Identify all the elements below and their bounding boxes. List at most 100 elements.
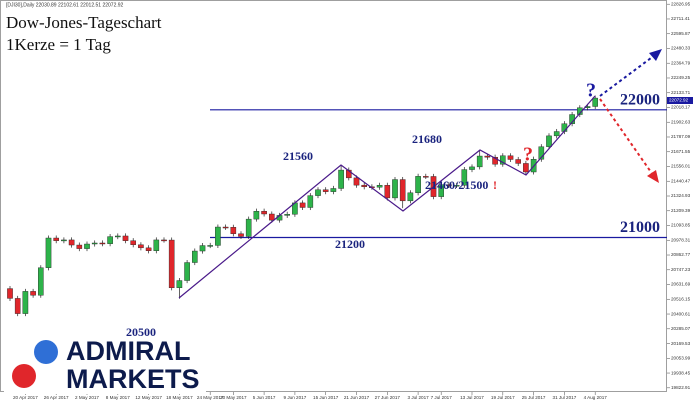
header: [DJI30],Daily 22030.89 22102.61 22012.51…: [6, 2, 124, 8]
candle-body: [546, 135, 552, 147]
candle-body: [330, 188, 337, 192]
candle-body: [22, 291, 29, 314]
y-tick-label: 22480.33: [671, 46, 691, 51]
annotation: 21460/21500: [425, 178, 488, 192]
x-tick-label: 27 Jun 2017: [375, 395, 401, 400]
x-tick-label: 2 May 2017: [75, 395, 99, 400]
y-tick-label: 21671.55: [671, 149, 691, 154]
candle-body: [307, 195, 314, 208]
candle-body: [61, 239, 67, 242]
candle-body: [222, 226, 229, 229]
candle-body: [523, 163, 529, 173]
candle-body: [68, 239, 75, 246]
chart-title: Dow-Jones-Tageschart: [6, 13, 162, 32]
logo-text: MARKETS: [66, 364, 200, 394]
y-tick-label: 20747.23: [671, 267, 691, 272]
y-tick-label: 20169.53: [671, 341, 691, 346]
x-tick-label: 26 Apr 2017: [44, 395, 69, 400]
y-tick-label: 22826.95: [671, 1, 691, 6]
candle-body: [484, 155, 491, 158]
y-tick-label: 22595.87: [671, 31, 691, 36]
candle-body: [184, 262, 190, 281]
annotation: ?: [523, 144, 533, 166]
logo-text: ADMIRAL: [66, 336, 190, 366]
candle-body: [199, 245, 206, 252]
candle-body: [207, 245, 214, 247]
candle-body: [168, 239, 175, 289]
x-tick-label: 25 Jul 2017: [522, 395, 546, 400]
arrowhead: [649, 49, 662, 61]
candle-body: [76, 244, 83, 249]
candle-body: [7, 288, 13, 299]
candle-body: [461, 169, 468, 186]
x-tick-label: 4 Aug 2017: [584, 395, 608, 400]
logo-circle: [34, 340, 58, 364]
level-label: 21000: [620, 219, 660, 236]
x-tick-label: 8 May 2017: [106, 395, 130, 400]
y-tick-label: 22249.25: [671, 75, 691, 80]
candle-body: [215, 226, 221, 246]
candle-body: [245, 218, 252, 237]
candle-body: [30, 291, 36, 296]
candle-body: [315, 189, 321, 196]
candle-body: [145, 247, 152, 251]
candle-body: [176, 280, 183, 289]
x-tick-label: 5 Jun 2017: [253, 395, 276, 400]
chart-subtitle: 1Kerze = 1 Tag: [6, 35, 111, 54]
candle-body: [261, 210, 267, 215]
candle-body: [399, 179, 406, 202]
y-tick-label: 21209.39: [671, 208, 691, 213]
annotation: 21560: [283, 149, 313, 163]
candle-body: [130, 240, 137, 245]
candle-body: [107, 236, 113, 244]
candle-body: [191, 250, 198, 263]
pattern-line: [178, 95, 596, 299]
annotation: 20500: [126, 325, 156, 339]
x-tick-label: 18 May 2017: [166, 395, 193, 400]
candle-body: [446, 184, 452, 186]
y-tick-label: 21093.85: [671, 223, 691, 228]
marks: 22826.95 22711.41 22595.87 22480.33 22364.79…: [7, 1, 691, 400]
candle-body: [538, 146, 545, 160]
y-tick-label: 22364.79: [671, 60, 691, 65]
y-tick-label: 22133.71: [671, 90, 691, 95]
candle-body: [361, 184, 368, 188]
candle-body: [476, 155, 483, 168]
y-tick-label: 20053.99: [671, 356, 691, 361]
y-tick-label: 20400.61: [671, 311, 691, 316]
candle-body: [45, 237, 52, 268]
x-tick-label: 9 Jun 2017: [284, 395, 307, 400]
y-tick-label: 21556.01: [671, 164, 691, 169]
candle-body: [299, 202, 306, 208]
y-tick-label: 20516.15: [671, 296, 691, 301]
candle-body: [161, 239, 167, 242]
logo-circle: [12, 364, 36, 388]
candle-body: [500, 155, 506, 165]
y-tick-label: 21787.09: [671, 134, 691, 139]
y-tick-label: 22018.17: [671, 105, 691, 110]
arrowhead: [647, 170, 659, 183]
y-tick-label: 19822.91: [671, 385, 691, 390]
candle-body: [415, 176, 421, 194]
x-tick-label: 19 Jul 2017: [491, 395, 515, 400]
candle-body: [114, 235, 121, 238]
candle-body: [492, 156, 498, 165]
candle-body: [269, 213, 275, 221]
candle-body: [469, 166, 475, 170]
x-tick-label: 13 Jul 2017: [460, 395, 484, 400]
candle-body: [230, 227, 237, 234]
candle-body: [376, 185, 383, 188]
candle-body: [515, 159, 521, 164]
y-tick-label: 20862.77: [671, 252, 691, 257]
y-tick-label: 20631.69: [671, 282, 691, 287]
candle-body: [84, 243, 90, 249]
annotation: !: [493, 178, 497, 192]
candle-body: [322, 189, 329, 192]
y-tick-label: 21902.63: [671, 119, 691, 124]
candle-body: [53, 237, 59, 241]
price-box: [667, 97, 693, 105]
candle-body: [507, 155, 514, 160]
candle-body: [99, 242, 106, 245]
candle-body: [453, 185, 460, 187]
